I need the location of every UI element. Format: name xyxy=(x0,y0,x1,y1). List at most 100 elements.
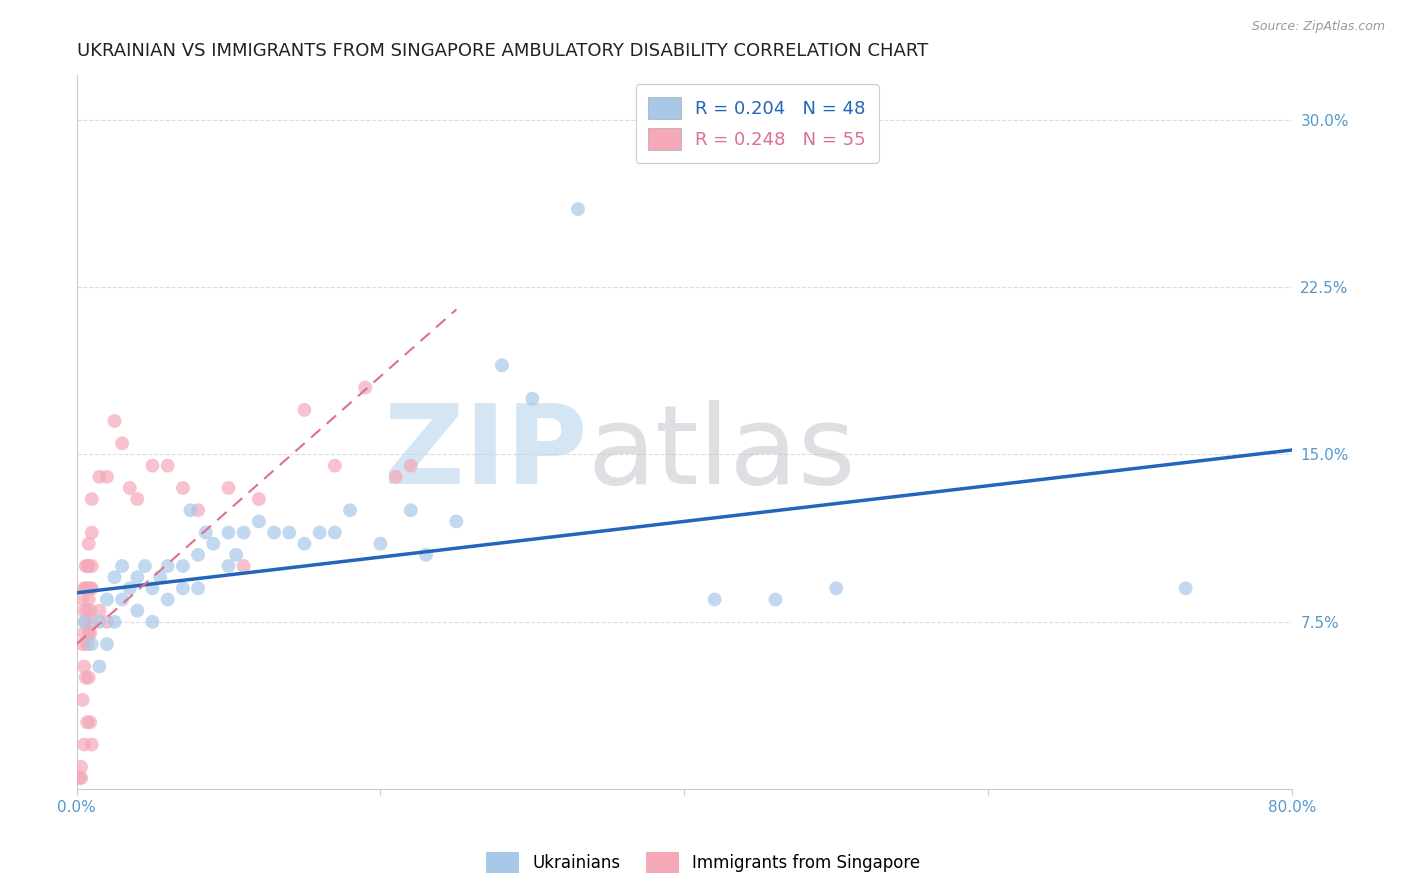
Point xyxy=(127,604,149,618)
Point xyxy=(79,604,101,618)
Point xyxy=(96,470,118,484)
Point xyxy=(118,582,141,596)
Point xyxy=(247,515,270,529)
Point xyxy=(80,525,103,540)
Text: atlas: atlas xyxy=(588,401,855,507)
Point xyxy=(156,458,179,473)
Legend: Ukrainians, Immigrants from Singapore: Ukrainians, Immigrants from Singapore xyxy=(479,846,927,880)
Point xyxy=(323,525,346,540)
Point xyxy=(96,637,118,651)
Point xyxy=(294,402,316,417)
Point xyxy=(75,671,97,685)
Point xyxy=(384,470,406,484)
Point xyxy=(80,492,103,507)
Point xyxy=(79,715,101,730)
Point xyxy=(72,637,94,651)
Point xyxy=(156,559,179,574)
Point xyxy=(141,458,163,473)
Point xyxy=(218,525,240,540)
Text: ZIP: ZIP xyxy=(384,401,588,507)
Point xyxy=(89,615,111,629)
Point xyxy=(80,559,103,574)
Point xyxy=(187,548,209,562)
Point xyxy=(77,537,100,551)
Point xyxy=(69,771,91,785)
Point xyxy=(323,458,346,473)
Point xyxy=(72,693,94,707)
Point xyxy=(103,570,125,584)
Point xyxy=(825,582,848,596)
Point xyxy=(194,525,217,540)
Point xyxy=(76,559,98,574)
Point xyxy=(79,626,101,640)
Point xyxy=(73,659,96,673)
Point xyxy=(172,481,194,495)
Point xyxy=(263,525,285,540)
Point xyxy=(765,592,787,607)
Point xyxy=(73,604,96,618)
Point xyxy=(96,615,118,629)
Point xyxy=(70,771,93,785)
Point xyxy=(76,582,98,596)
Point xyxy=(415,548,437,562)
Point xyxy=(187,503,209,517)
Point xyxy=(354,380,377,394)
Point xyxy=(80,637,103,651)
Point xyxy=(278,525,301,540)
Point xyxy=(294,537,316,551)
Point xyxy=(73,615,96,629)
Point xyxy=(141,615,163,629)
Point xyxy=(218,559,240,574)
Point xyxy=(111,559,134,574)
Point xyxy=(118,481,141,495)
Point xyxy=(89,470,111,484)
Point xyxy=(179,503,201,517)
Point xyxy=(72,592,94,607)
Point xyxy=(127,492,149,507)
Point xyxy=(149,570,172,584)
Point xyxy=(77,592,100,607)
Point xyxy=(399,458,422,473)
Point xyxy=(75,615,97,629)
Point xyxy=(399,503,422,517)
Point xyxy=(77,626,100,640)
Point xyxy=(339,503,361,517)
Point xyxy=(76,604,98,618)
Point xyxy=(76,637,98,651)
Point xyxy=(103,615,125,629)
Point xyxy=(76,715,98,730)
Point xyxy=(111,436,134,450)
Point xyxy=(247,492,270,507)
Point xyxy=(156,592,179,607)
Point xyxy=(370,537,392,551)
Point xyxy=(232,559,254,574)
Point xyxy=(80,738,103,752)
Text: UKRAINIAN VS IMMIGRANTS FROM SINGAPORE AMBULATORY DISABILITY CORRELATION CHART: UKRAINIAN VS IMMIGRANTS FROM SINGAPORE A… xyxy=(76,42,928,60)
Point xyxy=(80,615,103,629)
Point xyxy=(73,582,96,596)
Point xyxy=(89,604,111,618)
Point xyxy=(232,525,254,540)
Point xyxy=(703,592,725,607)
Point xyxy=(70,760,93,774)
Point xyxy=(491,358,513,372)
Point xyxy=(218,481,240,495)
Point xyxy=(446,515,468,529)
Legend: R = 0.204   N = 48, R = 0.248   N = 55: R = 0.204 N = 48, R = 0.248 N = 55 xyxy=(636,84,879,162)
Point xyxy=(225,548,247,562)
Point xyxy=(77,671,100,685)
Point xyxy=(96,592,118,607)
Point xyxy=(79,582,101,596)
Point xyxy=(567,202,589,216)
Point xyxy=(141,582,163,596)
Point xyxy=(172,559,194,574)
Point xyxy=(73,626,96,640)
Point xyxy=(127,570,149,584)
Point xyxy=(202,537,225,551)
Point xyxy=(80,582,103,596)
Point xyxy=(73,738,96,752)
Point xyxy=(75,559,97,574)
Point xyxy=(1174,582,1197,596)
Point xyxy=(89,659,111,673)
Point xyxy=(111,592,134,607)
